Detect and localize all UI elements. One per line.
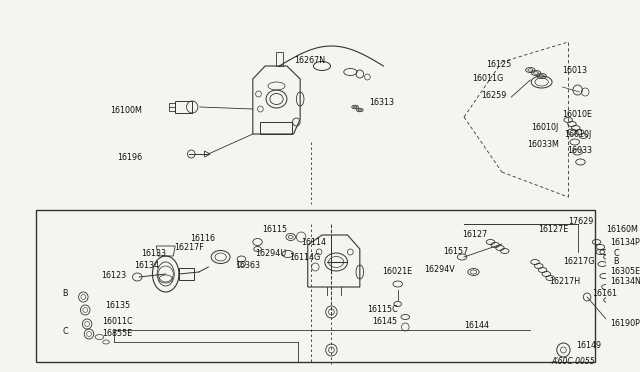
Text: 16021E: 16021E bbox=[382, 267, 412, 276]
Text: 16134P: 16134P bbox=[610, 237, 639, 247]
Text: 16190P: 16190P bbox=[610, 320, 640, 328]
Text: 17629: 17629 bbox=[568, 217, 593, 225]
Text: 16135: 16135 bbox=[106, 301, 131, 311]
Text: 16196: 16196 bbox=[117, 153, 142, 161]
Text: 16144: 16144 bbox=[464, 321, 489, 330]
Text: 16114G: 16114G bbox=[289, 253, 320, 262]
Text: 16294V: 16294V bbox=[424, 264, 454, 273]
Bar bbox=[36, 210, 595, 362]
Bar bbox=[179, 268, 194, 280]
Text: 16217H: 16217H bbox=[549, 278, 580, 286]
Text: 16134: 16134 bbox=[134, 260, 159, 269]
Bar bbox=[170, 103, 175, 111]
Text: 16157: 16157 bbox=[444, 247, 468, 257]
Text: 16011G: 16011G bbox=[472, 74, 504, 83]
Text: 16294U: 16294U bbox=[255, 250, 286, 259]
Text: 16011C: 16011C bbox=[102, 317, 132, 326]
Text: 16259: 16259 bbox=[481, 90, 507, 99]
Text: B: B bbox=[614, 257, 619, 266]
Text: 16116: 16116 bbox=[190, 234, 215, 243]
Polygon shape bbox=[205, 151, 210, 157]
Text: 16217F: 16217F bbox=[174, 244, 204, 253]
Bar bbox=[175, 101, 192, 113]
Text: 16010J: 16010J bbox=[531, 122, 559, 131]
Text: 16114: 16114 bbox=[301, 237, 326, 247]
Text: 16127E: 16127E bbox=[538, 224, 568, 234]
Text: 16123: 16123 bbox=[101, 270, 126, 279]
Text: A’60C 0055: A’60C 0055 bbox=[551, 357, 595, 366]
Text: 16217G: 16217G bbox=[563, 257, 595, 266]
Text: 16033M: 16033M bbox=[527, 140, 559, 148]
Text: 16127: 16127 bbox=[463, 230, 488, 238]
Text: 16013: 16013 bbox=[562, 65, 587, 74]
Bar bbox=[260, 122, 292, 134]
Text: 16033: 16033 bbox=[567, 145, 592, 154]
Text: 16149: 16149 bbox=[576, 341, 601, 350]
Text: 16363: 16363 bbox=[235, 262, 260, 270]
Text: 16125: 16125 bbox=[486, 60, 511, 68]
Text: 16115: 16115 bbox=[262, 224, 287, 234]
Text: 16313: 16313 bbox=[369, 97, 394, 106]
Text: C: C bbox=[614, 250, 620, 259]
Text: 16133: 16133 bbox=[141, 250, 166, 259]
Text: B: B bbox=[63, 289, 68, 298]
Text: 16010E: 16010E bbox=[562, 109, 592, 119]
Text: 16161: 16161 bbox=[592, 289, 617, 298]
Text: 16160M: 16160M bbox=[606, 224, 638, 234]
Text: 16134N: 16134N bbox=[610, 278, 640, 286]
Text: 16305E: 16305E bbox=[610, 267, 640, 276]
Text: 16100M: 16100M bbox=[110, 106, 142, 115]
Bar bbox=[276, 52, 283, 66]
Text: 16267N: 16267N bbox=[294, 55, 324, 64]
Text: 16145: 16145 bbox=[372, 317, 397, 327]
Text: C: C bbox=[63, 327, 68, 337]
Text: 16010J: 16010J bbox=[564, 129, 592, 138]
Text: 16855E: 16855E bbox=[102, 330, 132, 339]
Text: 16115C: 16115C bbox=[367, 305, 397, 314]
